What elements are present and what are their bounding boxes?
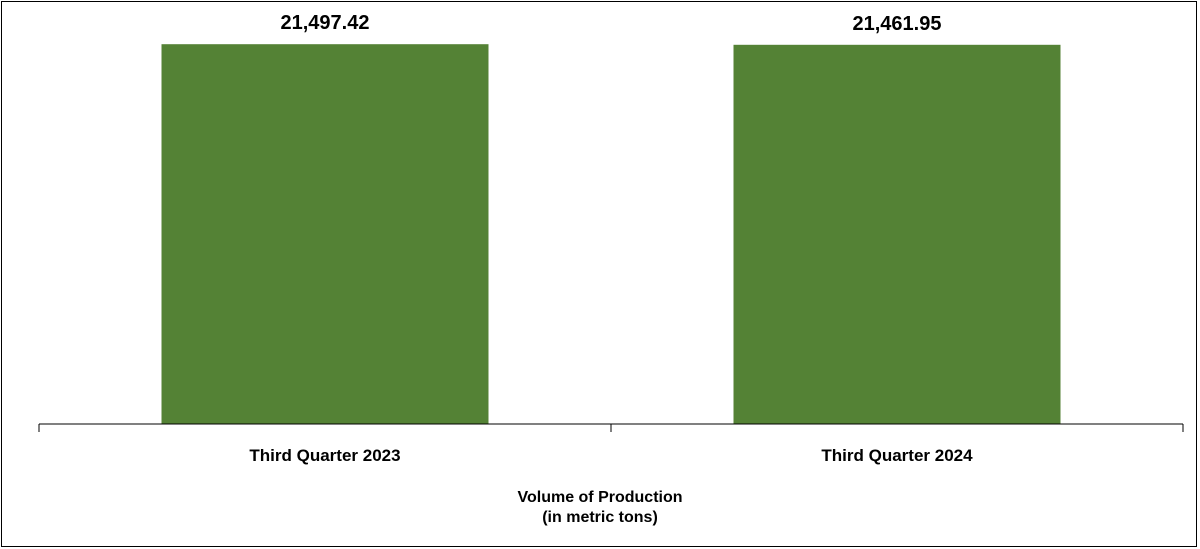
bars-layer: [161, 44, 1061, 425]
data-label-1: 21,497.42: [281, 12, 370, 34]
bar-1: [161, 44, 489, 424]
bar-2: [733, 44, 1061, 425]
category-label-2: Third Quarter 2024: [821, 446, 973, 465]
category-label-1: Third Quarter 2023: [249, 446, 400, 465]
x-axis-title-line2: (in metric tons): [542, 509, 658, 526]
labels-layer: 21,497.42 Third Quarter 2023 21,461.95 Thir…: [249, 12, 973, 465]
x-axis: [38, 423, 1184, 432]
x-axis-title-line1: Volume of Production: [517, 489, 683, 506]
data-label-2: 21,461.95: [853, 13, 942, 35]
